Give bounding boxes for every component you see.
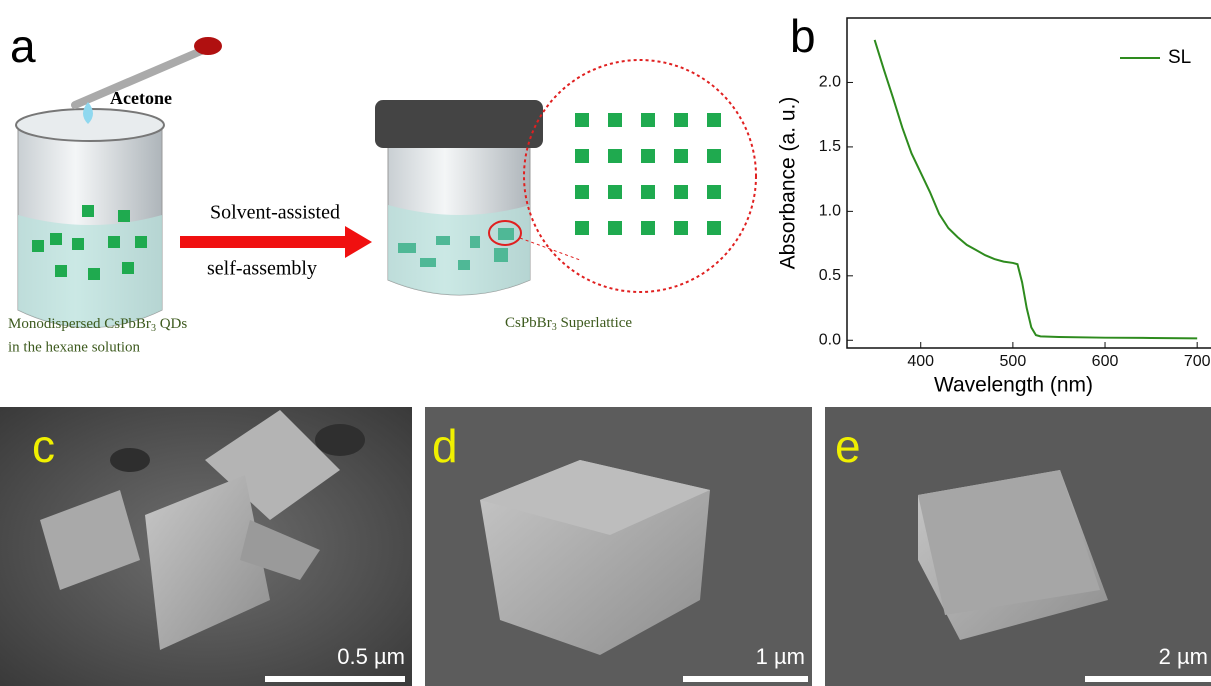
line: [875, 40, 1198, 338]
sem-e: [825, 407, 1211, 686]
chart: 0.0 0.5 1.0 1.5 2.0 400 500 600 700 Wavelength (n…: [777, 18, 1211, 397]
lattice-qd: [575, 113, 589, 127]
reagent: Acetone: [110, 88, 172, 108]
scale-bar: [265, 676, 405, 682]
figure: a Acetone Solvent-assisted self-assembly…: [0, 0, 1211, 686]
scale-bar: [683, 676, 808, 682]
lattice-qd: [674, 149, 688, 163]
legend-label: SL: [1168, 47, 1191, 68]
panel-label: c: [32, 420, 55, 472]
lattice-qd: [674, 185, 688, 199]
lattice-qd: [608, 149, 622, 163]
lattice-qd: [707, 185, 721, 199]
lattice-qd: [707, 149, 721, 163]
lattice-qd: [707, 113, 721, 127]
y-tick-label: 0.0: [819, 331, 841, 348]
lattice: [575, 113, 721, 235]
y-axis-label: Absorbance (a. u.): [777, 97, 800, 270]
caption: in the hexane solution: [8, 339, 141, 355]
lattice-qd: [608, 113, 622, 127]
lattice-qd: [608, 185, 622, 199]
x-axis-label: Wavelength (nm): [934, 374, 1093, 397]
scale-bar: [1085, 676, 1211, 682]
panel-label: d: [432, 420, 458, 472]
arrow-label: self-assembly: [207, 258, 317, 280]
lattice-qd: [641, 185, 655, 199]
scale-label: 1 µm: [756, 644, 805, 669]
zoom-circle: [524, 60, 756, 292]
arrow: [180, 226, 372, 258]
caption: CsPbBr3 Superlattice: [505, 315, 632, 333]
lattice-qd: [674, 221, 688, 235]
lattice-qd: [674, 113, 688, 127]
lattice-qd: [707, 221, 721, 235]
sem-d: [425, 407, 812, 686]
scale-label: 0.5 µm: [337, 644, 405, 669]
panel-label: a: [10, 20, 36, 72]
lattice-qd: [641, 149, 655, 163]
lattice-qd: [575, 185, 589, 199]
lattice-qd: [575, 221, 589, 235]
axis-frame: [847, 18, 1211, 348]
lattice-qd: [641, 113, 655, 127]
x-tick-label: 700: [1184, 353, 1211, 370]
x-tick-label: 500: [1000, 353, 1027, 370]
lattice-qd: [575, 149, 589, 163]
y-tick-label: 1.5: [819, 138, 841, 155]
lattice-qd: [641, 221, 655, 235]
panel-label: b: [790, 10, 816, 62]
x-tick-label: 400: [907, 353, 934, 370]
caption: Monodispersed CsPbBr3 QDs: [8, 316, 187, 334]
arrow-label: Solvent-assisted: [210, 202, 340, 224]
panel-label: e: [835, 420, 861, 472]
y-tick-label: 2.0: [819, 74, 841, 91]
y-tick-label: 1.0: [819, 203, 841, 220]
scale-label: 2 µm: [1159, 644, 1208, 669]
page: {"panel_labels": ["a", "b", "c", "d", "e…: [0, 0, 1211, 686]
jar: [375, 100, 580, 295]
beaker: [16, 37, 222, 328]
lattice-qd: [608, 221, 622, 235]
y-tick-label: 0.5: [819, 267, 841, 284]
x-tick-label: 600: [1092, 353, 1119, 370]
